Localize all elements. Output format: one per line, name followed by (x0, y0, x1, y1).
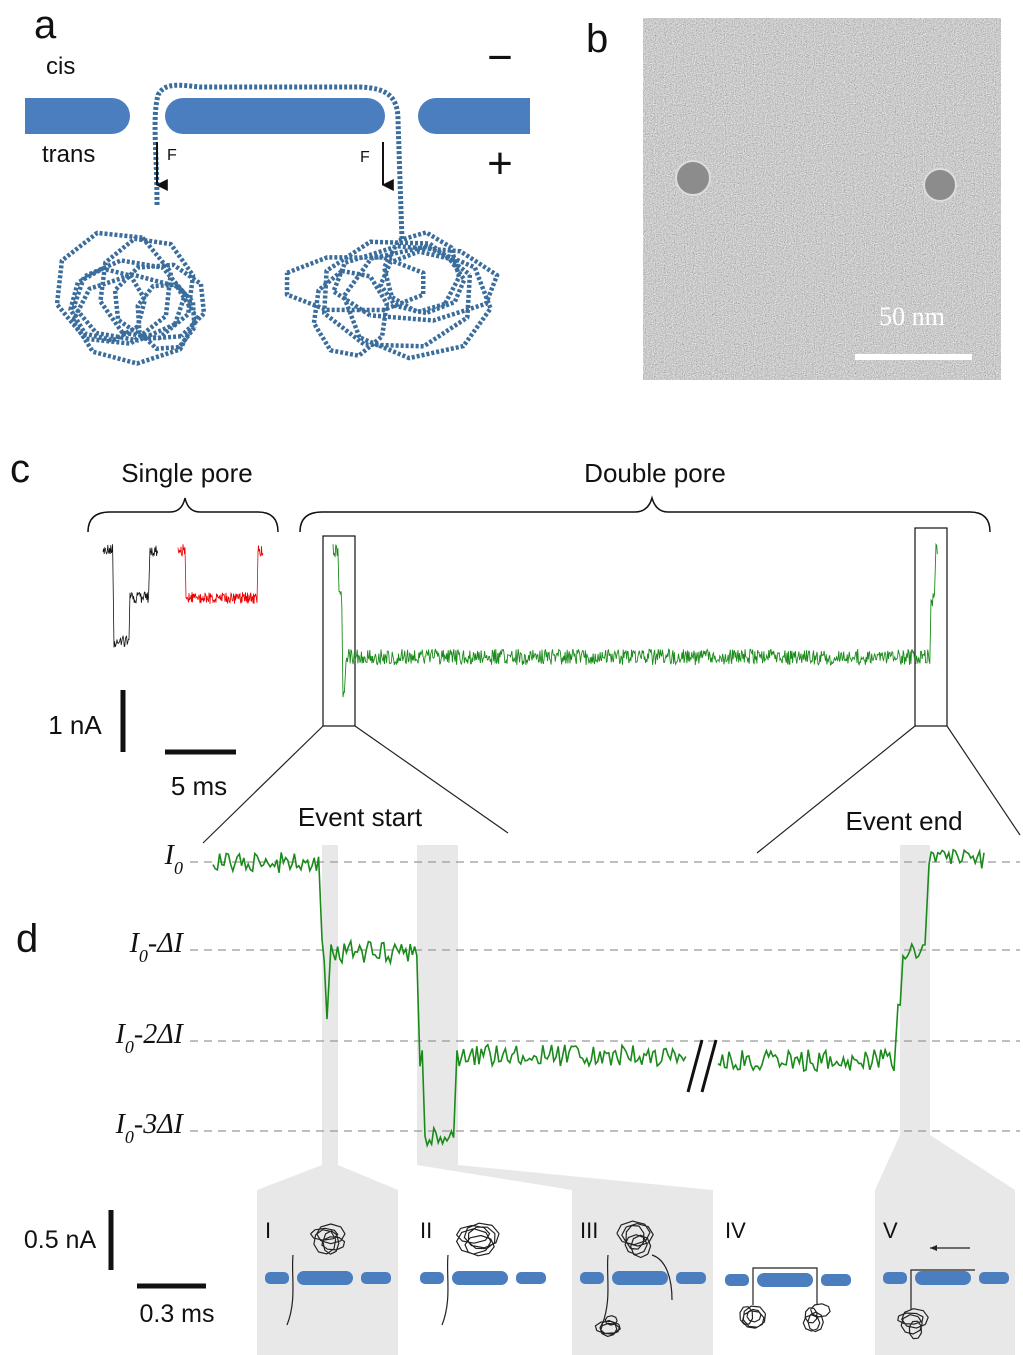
minus-sign: − (487, 33, 513, 82)
dna-coil (456, 1222, 500, 1257)
level-symbol: I (115, 1109, 127, 1140)
membrane (612, 1271, 668, 1285)
level-subscript: 0 (125, 1037, 134, 1057)
membrane (297, 1271, 353, 1285)
nanopore (675, 160, 711, 196)
stage-label: II (420, 1218, 432, 1243)
trans-label: trans (42, 141, 95, 168)
brace (299, 495, 991, 533)
scale-label: 1 nA (48, 710, 102, 740)
panel-d: d Event start Event end I0I0-ΔII0-2ΔII0-… (16, 802, 1020, 1355)
current-trace (102, 544, 159, 648)
membrane (361, 1272, 391, 1284)
scale-label: 0.5 nA (24, 1226, 97, 1254)
level-symbol: I (129, 928, 141, 959)
event-label: Event end (845, 806, 962, 836)
level-subscript: 0 (139, 946, 148, 966)
scale-label: 5 ms (171, 771, 227, 801)
arrow-head (930, 1245, 937, 1251)
membrane (165, 98, 385, 134)
level-suffix: -2ΔI (134, 1019, 185, 1050)
cis-label: cis (46, 53, 75, 80)
current-trace (332, 542, 938, 698)
panel-label: d (16, 917, 38, 961)
dna-strand (910, 1269, 975, 1310)
dna-coil (594, 1315, 621, 1337)
stage-label: I (265, 1218, 271, 1243)
current-trace (212, 851, 687, 1149)
membrane (725, 1274, 749, 1286)
current-trace (717, 848, 985, 1073)
level-label: I0-2ΔI (115, 1019, 185, 1057)
level-label: I0-3ΔI (115, 1109, 185, 1147)
panel-label: a (34, 3, 57, 47)
section-label: Double pore (584, 458, 726, 488)
membrane (883, 1272, 907, 1284)
membrane (676, 1272, 706, 1284)
level-symbol: I (115, 1019, 127, 1050)
dna-strand (152, 82, 405, 241)
axis-break (686, 1039, 718, 1093)
nanopore (923, 168, 957, 202)
scale-label: 50 nm (879, 302, 945, 331)
current-trace (177, 544, 264, 605)
dna-coil (54, 230, 207, 366)
stage-label: III (580, 1218, 598, 1243)
level-subscript: 0 (125, 1127, 134, 1147)
level-label: I0 (164, 840, 183, 878)
plus-sign: + (487, 139, 513, 188)
level-suffix: -ΔI (148, 928, 185, 959)
membrane (452, 1271, 508, 1285)
level-subscript: 0 (174, 858, 183, 878)
panel-label: b (586, 17, 608, 61)
scale-label: 0.3 ms (139, 1300, 214, 1328)
panel-b: b 50 nm (586, 17, 1001, 380)
dna-strand (286, 1254, 294, 1326)
section-label: Single pore (121, 458, 253, 488)
dna-strand (752, 1267, 818, 1305)
stage-label: V (883, 1218, 898, 1243)
membrane (25, 98, 130, 134)
zoom-box (914, 527, 948, 727)
membrane (915, 1271, 971, 1285)
zoom-lines (202, 725, 1021, 854)
level-label: I0-ΔI (129, 928, 185, 966)
panel-label: c (10, 447, 30, 491)
membrane (420, 1272, 444, 1284)
membrane (979, 1272, 1009, 1284)
stage-label: IV (725, 1218, 746, 1243)
event-label: Event start (298, 802, 423, 832)
level-symbol: I (164, 840, 176, 871)
membrane (516, 1272, 546, 1284)
dna-strand (651, 1254, 673, 1301)
force-label: F (360, 149, 370, 166)
membrane (580, 1272, 604, 1284)
panel-c: c Single pore Double pore 1 nA 5 ms (10, 447, 1021, 854)
dna-strand (441, 1254, 449, 1326)
dna-coil (284, 230, 500, 361)
zoom-box (322, 535, 356, 727)
dna-coil (897, 1308, 929, 1340)
dna-coil (802, 1303, 831, 1333)
membrane (821, 1274, 851, 1286)
stage-bands (257, 845, 1015, 1355)
dna-strand (601, 1254, 609, 1326)
membrane (757, 1273, 813, 1287)
dna-coil (616, 1220, 654, 1259)
force-label: F (167, 147, 177, 164)
dna-coil (739, 1305, 767, 1329)
membrane (418, 98, 530, 134)
brace (87, 497, 279, 533)
dna-coil (310, 1223, 346, 1255)
level-suffix: -3ΔI (134, 1109, 185, 1140)
panel-a: a cis trans − + F F (25, 3, 530, 366)
membrane (265, 1272, 289, 1284)
